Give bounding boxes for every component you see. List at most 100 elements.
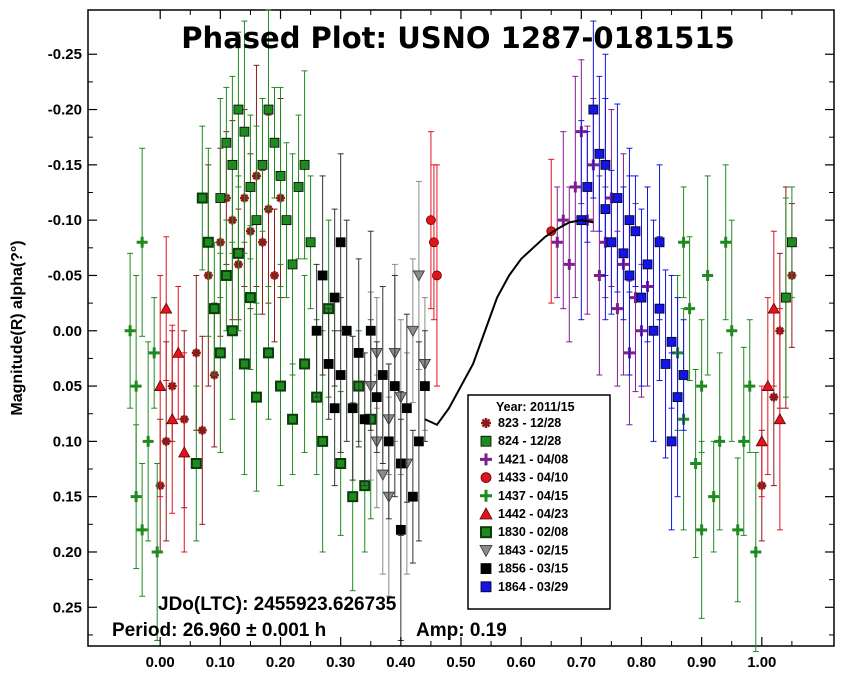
- point-marker: [672, 392, 683, 403]
- point-marker: [654, 237, 665, 248]
- point-marker: [726, 325, 738, 337]
- x-tick-label: 0.80: [627, 654, 656, 671]
- point-marker: [142, 435, 154, 447]
- point-marker: [191, 348, 201, 358]
- point-marker: [426, 215, 436, 226]
- point-marker: [624, 215, 635, 226]
- point-marker: [618, 248, 629, 259]
- point-marker: [376, 469, 389, 481]
- point-marker: [335, 457, 347, 469]
- y-tick-label: 0.05: [53, 378, 82, 395]
- point-marker: [630, 226, 641, 237]
- point-marker: [239, 126, 250, 137]
- point-marker: [600, 159, 611, 170]
- point-marker: [611, 303, 623, 315]
- point-marker: [406, 325, 420, 338]
- point-marker: [432, 270, 442, 281]
- point-marker: [172, 346, 185, 358]
- point-marker: [479, 507, 493, 520]
- x-tick-label: 0.30: [326, 654, 355, 671]
- point-marker: [636, 292, 647, 303]
- x-tick-label: 0.70: [567, 654, 596, 671]
- legend-box: [467, 394, 611, 610]
- point-marker: [481, 418, 491, 428]
- point-marker: [769, 392, 779, 402]
- point-marker: [275, 171, 286, 181]
- point-marker: [642, 259, 653, 270]
- point-marker: [563, 258, 575, 270]
- point-marker: [582, 182, 593, 192]
- point-marker: [429, 237, 439, 248]
- amp-annotation: Amp: 0.19: [416, 620, 507, 641]
- point-marker: [666, 436, 677, 447]
- point-marker: [702, 269, 714, 281]
- point-marker: [365, 325, 376, 336]
- point-marker: [311, 325, 322, 336]
- point-marker: [660, 359, 671, 369]
- y-tick-label: -0.05: [48, 267, 82, 284]
- legend-entry-label: 1830 - 02/08: [498, 525, 568, 539]
- legend-entry-label: 1421 - 04/08: [498, 452, 568, 466]
- series-group: [215, 9, 797, 398]
- series-group: [551, 59, 653, 426]
- point-marker: [347, 403, 358, 414]
- point-marker: [690, 457, 702, 469]
- legend-entry-label: 1843 - 02/15: [498, 543, 568, 557]
- point-marker: [594, 148, 605, 159]
- point-marker: [317, 270, 328, 281]
- point-marker: [299, 159, 310, 170]
- point-marker: [714, 435, 726, 447]
- y-tick-label: -0.10: [48, 212, 82, 229]
- period-annotation: Period: 26.960 ± 0.001 h: [112, 620, 326, 641]
- point-marker: [347, 491, 359, 503]
- point-marker: [151, 546, 163, 558]
- point-marker: [238, 358, 250, 370]
- legend-entry-label: 1864 - 03/29: [498, 580, 568, 594]
- point-marker: [480, 472, 492, 484]
- y-tick-label: -0.20: [48, 102, 82, 119]
- point-marker: [720, 236, 732, 248]
- chart-title: Phased Plot: USNO 1287-0181515: [181, 21, 734, 55]
- point-marker: [287, 259, 298, 270]
- point-marker: [420, 381, 430, 391]
- y-tick-label: -0.25: [48, 46, 82, 63]
- point-marker: [696, 524, 708, 536]
- point-marker: [480, 563, 492, 574]
- point-marker: [750, 546, 762, 558]
- y-tick-label: 0.00: [53, 323, 82, 340]
- point-marker: [214, 347, 226, 359]
- legend-entry-label: 823 - 12/28: [498, 416, 561, 430]
- point-marker: [257, 237, 267, 247]
- point-marker: [755, 435, 768, 447]
- point-marker: [678, 236, 690, 248]
- point-marker: [569, 181, 581, 193]
- point-marker: [371, 392, 382, 403]
- legend-entry-label: 1442 - 04/23: [498, 507, 568, 521]
- point-marker: [708, 491, 720, 503]
- point-marker: [389, 381, 400, 391]
- x-tick-label: 0.10: [206, 654, 235, 671]
- y-tick-label: 0.15: [53, 489, 82, 506]
- legend-entries: 823 - 12/28 824 - 12/28 1421 - 04/08 1433 -…: [479, 416, 568, 594]
- point-marker: [480, 581, 492, 593]
- series-group: [190, 125, 377, 592]
- point-marker: [648, 325, 659, 336]
- point-marker: [666, 336, 677, 347]
- point-marker: [786, 237, 797, 248]
- point-marker: [305, 237, 316, 248]
- point-marker: [244, 292, 256, 304]
- x-tick-label: 1.00: [747, 654, 776, 671]
- x-tick-label: 0.00: [146, 654, 175, 671]
- point-marker: [287, 413, 299, 425]
- point-marker: [136, 524, 148, 536]
- y-tick-label: 0.20: [53, 544, 82, 561]
- point-marker: [124, 325, 136, 337]
- point-marker: [588, 104, 599, 115]
- point-marker: [738, 435, 750, 447]
- point-marker: [323, 359, 334, 369]
- point-marker: [407, 491, 418, 502]
- y-tick-label: -0.15: [48, 157, 82, 174]
- point-marker: [196, 192, 208, 204]
- jdo-annotation: JDo(LTC): 2455923.626735: [158, 594, 397, 615]
